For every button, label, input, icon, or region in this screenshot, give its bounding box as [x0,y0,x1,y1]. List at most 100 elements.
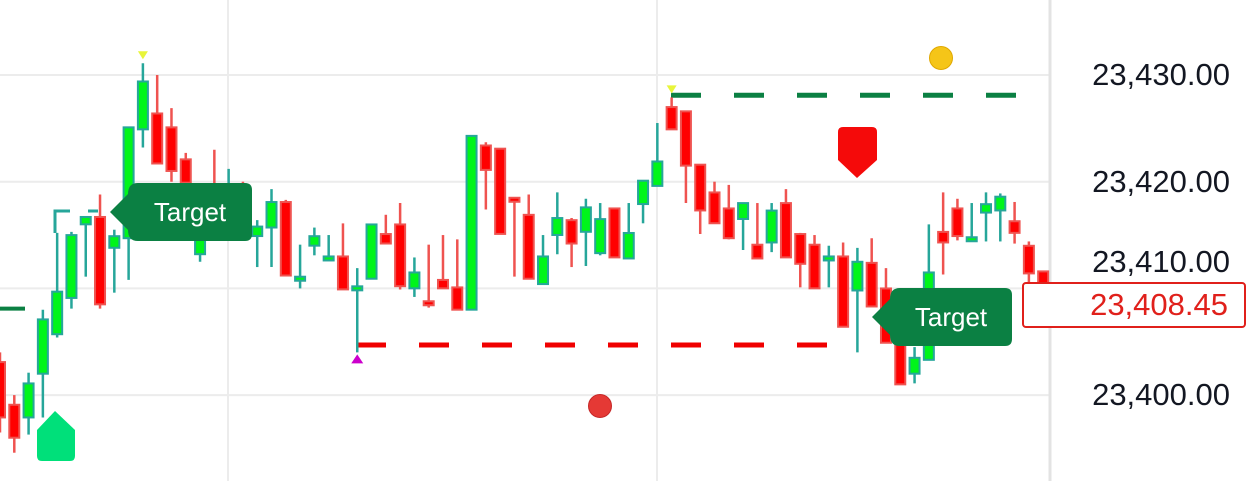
candle-body [965,236,978,243]
candle-body [494,147,507,235]
candle-body [722,207,735,240]
candle [994,193,1007,242]
candle-body [622,231,635,260]
swing-high-triangle-icon [137,51,148,60]
candle [779,189,792,259]
candle [765,203,778,253]
target-label-box [110,183,252,241]
y-tick-label: 23,430.00 [1092,57,1230,92]
candle-body [565,219,578,245]
candle-body [522,213,535,280]
candle-body [1022,244,1035,275]
candle [937,192,950,275]
candle [865,238,878,308]
y-tick-label: 23,420.00 [1092,163,1230,199]
candle [0,352,6,433]
candle-body [479,144,492,171]
candle-body [251,225,264,238]
candle-body [822,255,835,262]
candle [279,199,292,277]
candle [679,110,692,204]
candle [479,142,492,210]
sell-signal-arrow-down-icon [838,127,877,178]
candle [537,235,550,286]
candle-body [608,207,621,259]
candle-body [508,196,521,203]
candle-body [165,126,178,172]
candle-body [851,260,864,292]
candle-body [594,218,607,255]
candle-body [865,261,878,308]
candle-body [980,203,993,214]
target-label: Target [153,197,227,227]
candle-body [1008,220,1021,234]
target-label-box [872,288,1012,346]
candle [908,347,921,384]
candle [579,198,592,266]
candle [551,192,564,255]
candle-body [8,403,21,439]
candle-body [79,215,92,226]
current-price-label: 23,408.45 [1022,281,1246,328]
candle [365,223,378,280]
candle-body [108,235,121,249]
candle [722,184,735,240]
candle [1022,241,1035,288]
candle [336,223,349,291]
candle-body [422,300,435,307]
candle-body [694,163,707,212]
candle [665,97,678,131]
candle-body [737,202,750,220]
candle [737,202,750,250]
candle [751,203,764,260]
candle-body [279,201,292,277]
candle-body [908,356,921,375]
candle-body [537,255,550,286]
candle [594,203,607,256]
candle-body [994,195,1007,212]
candle-body [937,230,950,244]
candle [251,220,264,268]
red-dot-icon [588,394,612,418]
candle [265,189,278,268]
swing-high-triangle-icon [666,85,677,94]
candle-body [765,209,778,244]
candle-body [665,106,678,131]
candle-body [579,206,592,233]
candle-body [136,80,149,131]
candle [608,207,621,259]
candle [322,235,335,262]
candle [522,194,535,280]
candle [22,372,35,435]
markers [37,46,1012,461]
candle-body [322,255,335,262]
y-tick-label: 23,410.00 [1092,243,1230,279]
candle [637,179,650,224]
candle [808,235,821,290]
candle [451,239,464,311]
candle [694,163,707,234]
candle-body [394,223,407,288]
candle-body [679,110,692,167]
candle-body [22,382,35,419]
candle [408,257,421,297]
candle [894,339,907,386]
candle-body [265,201,278,229]
level-lines [0,92,1030,348]
candle-body [651,160,664,187]
candle-body [794,233,807,265]
candle [422,244,435,308]
swing-low-triangle-icon [351,354,364,364]
candle-body [408,271,421,290]
candle-body [751,243,764,260]
candle [951,198,964,241]
candle [79,215,92,277]
candle-body [179,158,192,184]
candle [1008,201,1021,244]
candle-body [379,233,392,245]
candle [980,192,993,242]
candle-body [122,126,135,240]
candle [36,309,49,418]
candle-body [551,217,564,236]
